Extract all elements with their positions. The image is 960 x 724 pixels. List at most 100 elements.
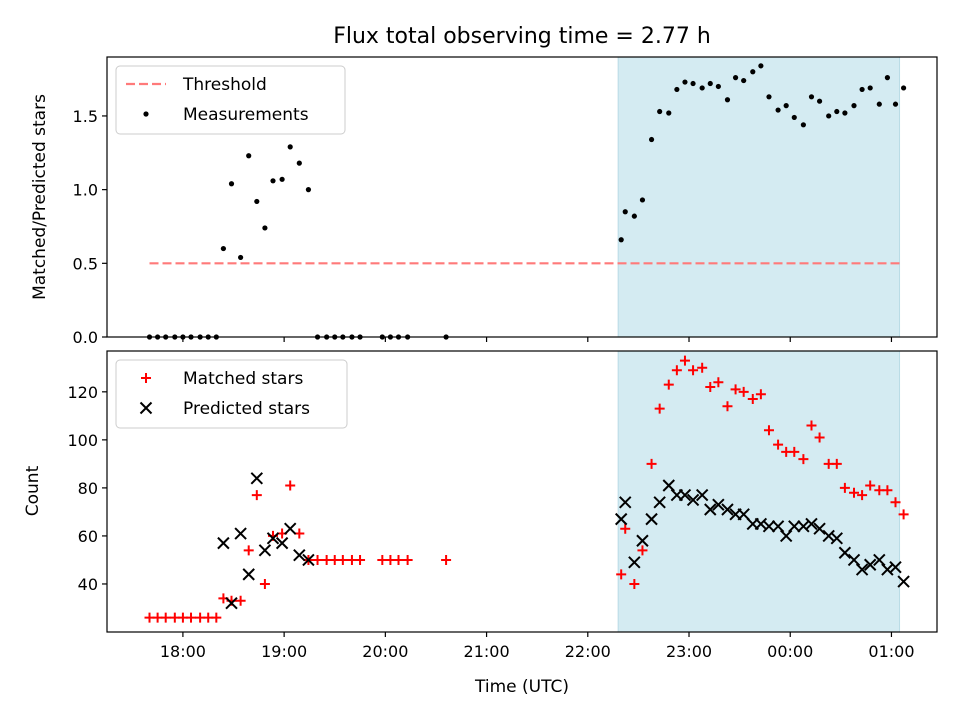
predicted-star-marker bbox=[653, 496, 666, 509]
x-tick-label: 00:00 bbox=[767, 642, 813, 661]
measurement-point bbox=[631, 213, 637, 219]
measurement-point bbox=[826, 113, 832, 119]
matched-star-marker bbox=[789, 446, 800, 457]
matched-star-marker bbox=[441, 554, 452, 565]
predicted-star-marker bbox=[797, 520, 810, 533]
predicted-star-marker bbox=[855, 563, 869, 576]
measurement-point bbox=[657, 108, 663, 115]
y-tick-label: 0.5 bbox=[73, 254, 98, 273]
predicted-star-marker bbox=[704, 503, 717, 516]
x-tick-label: 18:00 bbox=[160, 642, 206, 661]
measurement-point bbox=[707, 80, 713, 87]
x-tick-label: 23:00 bbox=[666, 642, 712, 661]
y-tick-label: 1.5 bbox=[73, 107, 98, 126]
predicted-star-marker bbox=[737, 508, 750, 521]
predicted-star-marker bbox=[293, 548, 306, 562]
measurement-point bbox=[851, 103, 857, 109]
axes-frame bbox=[106, 56, 938, 338]
predicted-star-marker bbox=[805, 517, 818, 531]
matched-star-marker bbox=[814, 432, 825, 443]
x-tick-label: 21:00 bbox=[464, 642, 510, 661]
predicted-star-marker bbox=[636, 534, 649, 547]
y-tick-label: 60 bbox=[78, 527, 98, 546]
measurement-point bbox=[254, 198, 260, 205]
matched-star-marker bbox=[713, 377, 724, 388]
predicted-star-marker bbox=[754, 517, 768, 531]
chart-title: Flux total observing time = 2.77 h bbox=[333, 24, 711, 49]
measurement-point bbox=[305, 187, 312, 193]
matched-star-marker bbox=[798, 454, 809, 465]
matched-star-marker bbox=[620, 523, 631, 534]
matched-star-marker bbox=[697, 362, 708, 373]
predicted-star-marker bbox=[771, 520, 785, 533]
measurement-point bbox=[699, 85, 705, 91]
y-tick-label: 120 bbox=[67, 383, 98, 402]
matched-star-marker bbox=[763, 425, 774, 436]
predicted-star-marker bbox=[881, 563, 894, 576]
matched-star-marker bbox=[235, 595, 246, 606]
matched-star-marker bbox=[337, 554, 348, 565]
matched-star-marker bbox=[393, 554, 404, 565]
matched-star-marker bbox=[160, 612, 171, 623]
legend: Threshold Measurements bbox=[115, 65, 346, 135]
measurement-point bbox=[618, 237, 624, 243]
predicted-star-marker bbox=[822, 529, 835, 543]
measurement-point bbox=[758, 63, 764, 69]
measurement-point bbox=[800, 122, 806, 128]
legend-label: Predicted stars bbox=[183, 399, 310, 419]
measurement-point bbox=[816, 98, 823, 104]
matched-star-marker bbox=[671, 365, 682, 376]
predicted-star-marker bbox=[225, 596, 238, 610]
predicted-star-marker bbox=[275, 536, 289, 550]
measurement-point bbox=[690, 80, 696, 87]
matched-star-marker bbox=[629, 578, 640, 589]
measurement-point bbox=[900, 85, 907, 91]
measurement-point bbox=[859, 86, 865, 93]
matched-star-marker bbox=[747, 394, 758, 405]
predicted-star-marker bbox=[266, 532, 280, 545]
measurement-point bbox=[270, 178, 276, 184]
predicted-star-marker bbox=[645, 512, 658, 526]
predicted-star-marker bbox=[873, 553, 886, 567]
matched-star-marker bbox=[722, 401, 733, 412]
y-tick-label: 1.0 bbox=[73, 181, 98, 200]
predicted-star-marker bbox=[258, 544, 272, 557]
predicted-star-marker bbox=[686, 493, 700, 507]
measurement-point bbox=[666, 110, 672, 116]
measurement-point bbox=[220, 245, 227, 252]
matched-star-marker bbox=[898, 509, 909, 520]
matched-star-marker bbox=[637, 545, 648, 556]
predicted-star-marker bbox=[283, 522, 297, 535]
predicted-star-marker bbox=[614, 512, 628, 526]
measurement-point bbox=[876, 101, 882, 107]
top-panel: 0.0 0.5 1.0 1.5 Matched/Predicted stars Thres… bbox=[30, 56, 938, 347]
matched-star-marker bbox=[312, 554, 323, 565]
matched-star-marker bbox=[831, 458, 842, 469]
measurement-point bbox=[741, 77, 747, 84]
matched-star-marker bbox=[211, 612, 222, 623]
predicted-star-marker bbox=[788, 520, 801, 533]
predicted-star-marker bbox=[897, 575, 910, 588]
y-tick-label: 40 bbox=[78, 575, 98, 594]
matched-star-marker bbox=[839, 482, 850, 493]
predicted-star-marker bbox=[762, 520, 776, 533]
legend-box bbox=[115, 359, 348, 429]
legend-predicted-handle bbox=[139, 401, 153, 415]
matched-star-marker bbox=[849, 487, 859, 498]
observing-window-shade bbox=[617, 56, 901, 338]
predicted-star-marker bbox=[217, 536, 230, 550]
measurement-point bbox=[842, 110, 848, 116]
matched-star-marker bbox=[355, 554, 366, 565]
predicted-star-marker bbox=[242, 568, 255, 581]
measurement-point bbox=[279, 176, 285, 182]
matched-star-marker bbox=[865, 480, 876, 491]
predicted-star-marker bbox=[838, 546, 852, 559]
y-axis-label: Matched/Predicted stars bbox=[30, 94, 50, 300]
measurement-point bbox=[775, 107, 781, 113]
matched-star-marker bbox=[654, 403, 665, 414]
predicted-star-marker bbox=[234, 527, 247, 540]
legend-matched-handle bbox=[141, 373, 151, 383]
measurement-point bbox=[648, 136, 655, 143]
matched-star-marker bbox=[186, 612, 197, 623]
measurement-point bbox=[246, 153, 252, 159]
